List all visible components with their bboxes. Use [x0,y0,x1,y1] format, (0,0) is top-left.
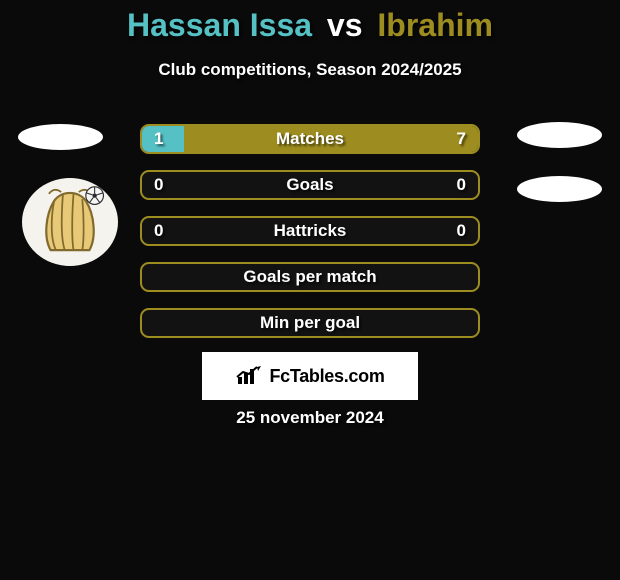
bar-label: Hattricks [142,218,478,244]
brand-box: FcTables.com [202,352,418,400]
comparison-infographic: Hassan Issa vs Ibrahim Club competitions… [0,0,620,580]
player-avatar [22,178,118,266]
title-player1: Hassan Issa [127,7,312,43]
stat-bar-goals: 00Goals [140,170,480,200]
bar-label: Goals per match [142,264,478,290]
title-vs: vs [327,7,363,43]
decor-ellipse-right-2 [517,176,602,202]
decor-ellipse-right-1 [517,122,602,148]
page-title: Hassan Issa vs Ibrahim [0,8,620,43]
bar-label: Goals [142,172,478,198]
avatar-icon [22,178,118,266]
bar-label: Min per goal [142,310,478,336]
stat-bar-goals-per-match: Goals per match [140,262,480,292]
stat-bar-hattricks: 00Hattricks [140,216,480,246]
brand-text: FcTables.com [269,366,384,387]
stat-bars: 17Matches 00Goals 00Hattricks Goals per mat… [140,124,480,338]
bar-label: Matches [142,126,478,152]
stat-bar-matches: 17Matches [140,124,480,154]
date-stamp: 25 november 2024 [0,408,620,428]
brand-icon [235,365,263,387]
decor-ellipse-left [18,124,103,150]
stat-bar-min-per-goal: Min per goal [140,308,480,338]
title-player2: Ibrahim [377,7,493,43]
subtitle: Club competitions, Season 2024/2025 [0,60,620,80]
